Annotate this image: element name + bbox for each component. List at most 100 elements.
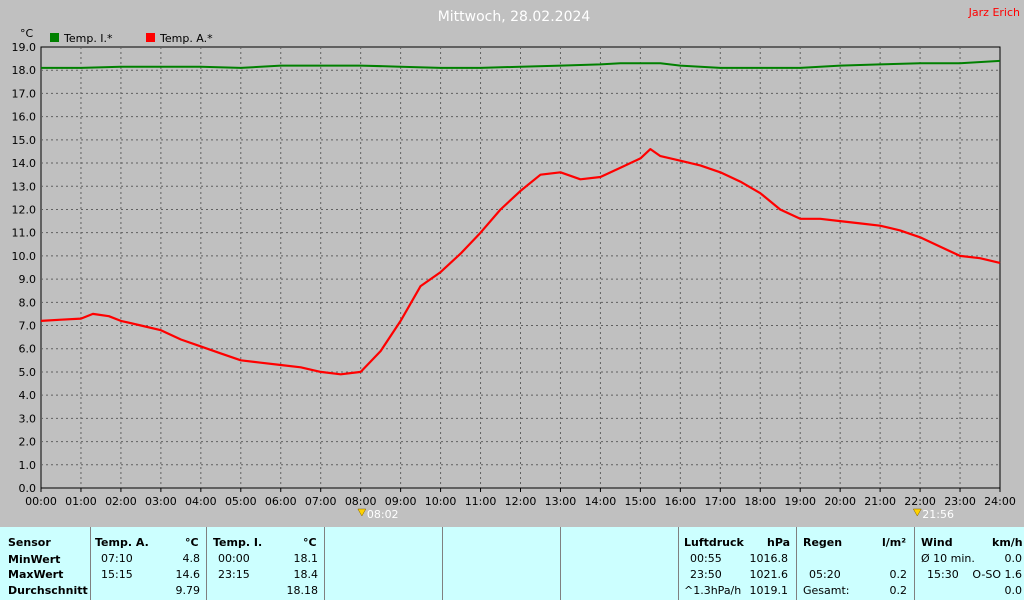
grid-lines	[41, 47, 1000, 488]
y-tick-label: 0.0	[19, 482, 37, 495]
x-tick-label: 01:00	[65, 495, 97, 508]
stats-table: Sensor MinWert MaxWert Durchschnitt Temp…	[0, 527, 1024, 600]
x-tick-label: 00:00	[25, 495, 57, 508]
x-tick-label: 18:00	[744, 495, 776, 508]
y-tick-label: 7.0	[19, 320, 37, 333]
legend: Temp. I.* Temp. A.*	[50, 32, 213, 45]
x-tick-label: 09:00	[385, 495, 417, 508]
pressure-min-val: 1016.8	[749, 552, 789, 565]
series-line-temp-i	[41, 59, 1001, 69]
pressure-header: Luftdruck	[684, 536, 744, 549]
sunset-icon	[912, 508, 922, 517]
y-tick-label: 19.0	[12, 41, 37, 54]
series-line-temp-a	[40, 148, 1001, 376]
rain-total-label: Gesamt:	[803, 584, 850, 597]
temp-i-avg: 18.18	[286, 584, 319, 597]
wind-avg-label: Ø 10 min.	[921, 552, 975, 565]
temp-i-header: Temp. I.	[213, 536, 263, 549]
wind-header: Wind	[921, 536, 953, 549]
wind-avg-val: 0.0	[1004, 552, 1023, 565]
pressure-trend: ^1.3hPa/h	[684, 584, 742, 597]
wind-max-time: 15:30	[927, 568, 959, 581]
y-tick-label: 1.0	[19, 459, 37, 472]
x-tick-label: 14:00	[585, 495, 617, 508]
temp-a-max-val: 14.6	[175, 568, 201, 581]
y-tick-label: 4.0	[19, 389, 37, 402]
legend-swatch-temp-i	[50, 33, 59, 42]
x-tick-label: 10:00	[425, 495, 457, 508]
temp-i-min-val: 18.1	[293, 552, 319, 565]
x-tick-label: 11:00	[465, 495, 497, 508]
x-tick-label: 20:00	[824, 495, 856, 508]
y-tick-label: 17.0	[12, 87, 37, 100]
temp-i-unit: °C	[303, 536, 317, 549]
temp-a-unit: °C	[185, 536, 199, 549]
temp-a-max-time: 15:15	[101, 568, 133, 581]
pressure-avg: 1019.1	[749, 584, 789, 597]
x-tick-label: 04:00	[185, 495, 217, 508]
rain-header: Regen	[803, 536, 843, 549]
y-tick-label: 18.0	[12, 64, 37, 77]
sun-annotations: 08:02 21:56	[357, 508, 954, 521]
y-axis-unit: °C	[20, 27, 34, 40]
x-tick-label: 16:00	[664, 495, 696, 508]
x-tick-label: 03:00	[145, 495, 177, 508]
x-tick-label: 02:00	[105, 495, 137, 508]
x-tick-label: 07:00	[305, 495, 337, 508]
y-tick-label: 8.0	[19, 296, 37, 309]
y-tick-label: 2.0	[19, 436, 37, 449]
y-axis-ticks: 0.0 1.0 2.0 3.0 4.0 5.0 6.0 7.0 8.0 9.0 10.0 11.0 12…	[12, 41, 37, 495]
y-tick-label: 13.0	[12, 180, 37, 193]
temp-i-max-time: 23:15	[218, 568, 250, 581]
x-tick-label: 19:00	[784, 495, 816, 508]
x-tick-label: 06:00	[265, 495, 297, 508]
sensor-header: Sensor	[8, 536, 51, 549]
x-tick-label: 17:00	[704, 495, 736, 508]
y-tick-label: 5.0	[19, 366, 37, 379]
wind-max-val: O-SO 1.6	[972, 568, 1022, 581]
y-tick-label: 9.0	[19, 273, 37, 286]
pressure-min-time: 00:55	[690, 552, 722, 565]
wind-day-avg: 0.0	[1004, 584, 1023, 597]
rain-max-time: 05:20	[809, 568, 841, 581]
min-row-label: MinWert	[8, 553, 61, 566]
x-tick-label: 08:00	[345, 495, 377, 508]
y-tick-label: 15.0	[12, 134, 37, 147]
series-lines	[40, 59, 1001, 376]
y-tick-label: 16.0	[12, 111, 37, 124]
pressure-unit: hPa	[767, 536, 791, 549]
temp-a-min-time: 07:10	[101, 552, 133, 565]
y-tick-label: 12.0	[12, 203, 37, 216]
x-tick-label: 21:00	[864, 495, 896, 508]
temp-a-min-val: 4.8	[182, 552, 201, 565]
sun-time-label: 08:02	[367, 508, 399, 521]
rain-unit: l/m²	[882, 536, 907, 549]
legend-label-temp-i: Temp. I.*	[63, 32, 113, 45]
x-tick-label: 23:00	[944, 495, 976, 508]
y-tick-label: 6.0	[19, 343, 37, 356]
max-row-label: MaxWert	[8, 568, 64, 581]
chart-title: Mittwoch, 28.02.2024	[438, 9, 591, 25]
x-tick-label: 24:00	[984, 495, 1016, 508]
x-tick-label: 13:00	[545, 495, 577, 508]
x-tick-label: 15:00	[625, 495, 657, 508]
sunrise-icon	[357, 508, 367, 517]
temp-a-avg: 9.79	[175, 584, 201, 597]
x-tick-label: 12:00	[505, 495, 537, 508]
temperature-chart: Mittwoch, 28.02.2024 Jarz Erich °C Temp.…	[12, 6, 1021, 521]
y-tick-label: 3.0	[19, 412, 37, 425]
rain-total: 0.2	[889, 584, 908, 597]
temp-a-header: Temp. A.	[95, 536, 149, 549]
author-label: Jarz Erich	[968, 6, 1020, 19]
x-axis-ticks: 00:00 01:00 02:00 03:00 04:00 05:00 06:00 07:00…	[25, 488, 1016, 508]
temp-i-min-time: 00:00	[218, 552, 250, 565]
pressure-max-val: 1021.6	[749, 568, 789, 581]
avg-row-label: Durchschnitt	[8, 584, 88, 597]
y-tick-label: 14.0	[12, 157, 37, 170]
legend-label-temp-a: Temp. A.*	[159, 32, 213, 45]
pressure-max-time: 23:50	[690, 568, 722, 581]
y-tick-label: 10.0	[12, 250, 37, 263]
x-tick-label: 05:00	[225, 495, 257, 508]
x-tick-label: 22:00	[904, 495, 936, 508]
rain-max-val: 0.2	[889, 568, 908, 581]
